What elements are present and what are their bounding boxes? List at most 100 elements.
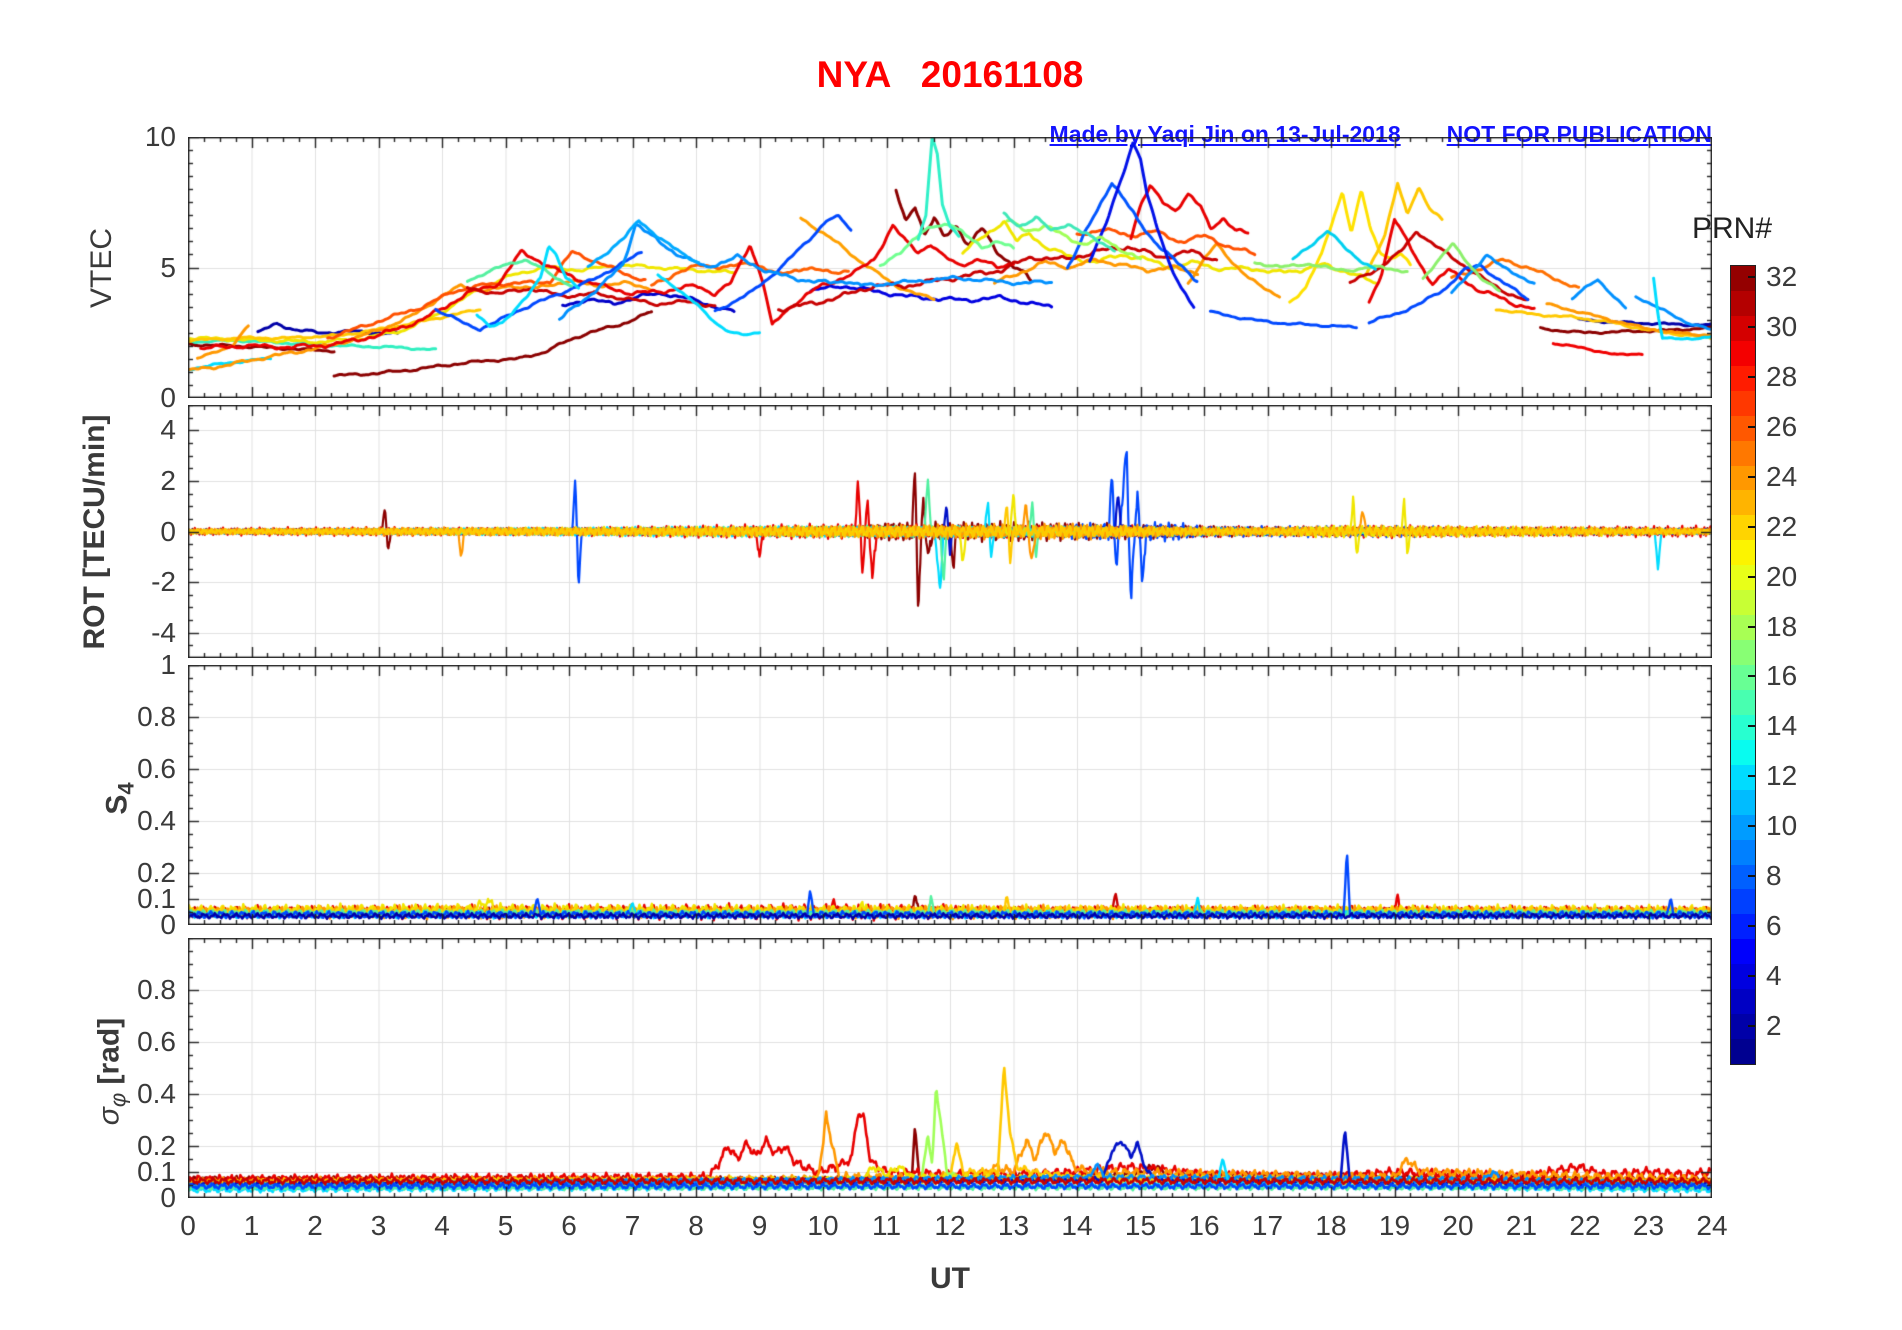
panel-rot — [188, 405, 1712, 658]
colorbar-block — [1731, 739, 1755, 765]
colorbar-tick-label: 30 — [1766, 311, 1798, 343]
y-tick-label: 2 — [160, 464, 176, 496]
colorbar-tick-label: 24 — [1766, 460, 1798, 492]
colorbar-tick-label: 12 — [1766, 760, 1798, 792]
x-tick-label: 20 — [1442, 1210, 1474, 1241]
colorbar-tick-label: 26 — [1766, 411, 1798, 443]
y-tick-label: 5 — [160, 251, 176, 283]
x-tick-label: 22 — [1569, 1210, 1601, 1241]
colorbar-tick — [1748, 525, 1755, 528]
x-tick-label: 10 — [807, 1210, 839, 1241]
s4-plot-canvas — [188, 665, 1712, 925]
colorbar — [1730, 265, 1756, 1065]
colorbar-tick-label: 10 — [1766, 810, 1798, 842]
x-tick-label: 19 — [1378, 1210, 1411, 1241]
y-tick-label: -4 — [151, 616, 176, 648]
y-tick-label: 0 — [160, 909, 176, 940]
x-axis-label: UT — [930, 1262, 970, 1295]
x-tick-label: 23 — [1632, 1210, 1665, 1241]
y-tick-label: 0 — [160, 382, 176, 413]
colorbar-tick — [1748, 775, 1755, 778]
colorbar-tick — [1748, 376, 1755, 379]
y-axis-label-rot: ROT [TECU/min] — [78, 414, 111, 650]
x-tick-label: 6 — [561, 1210, 577, 1241]
panel-sigma-phi — [188, 938, 1712, 1198]
colorbar-tick-label: 16 — [1766, 660, 1798, 692]
x-tick-label: 3 — [370, 1210, 387, 1241]
vtec-plot-canvas — [188, 137, 1712, 398]
colorbar-tick — [1748, 625, 1755, 628]
x-tick-label: 5 — [497, 1210, 514, 1241]
colorbar-block — [1731, 665, 1755, 690]
colorbar-tick — [1748, 326, 1755, 329]
y-tick-label: 0.8 — [137, 701, 176, 732]
colorbar-block — [1731, 565, 1755, 591]
y-tick-label: 0.1 — [137, 883, 176, 914]
colorbar-tick — [1748, 825, 1755, 828]
colorbar-block — [1731, 540, 1755, 566]
x-tick-label: 9 — [751, 1210, 768, 1241]
colorbar-tick-label: 4 — [1766, 959, 1782, 991]
colorbar-tick-label: 2 — [1766, 1009, 1782, 1041]
colorbar-block — [1731, 290, 1755, 316]
colorbar-tick-label: 8 — [1766, 859, 1782, 891]
colorbar-block — [1731, 914, 1755, 940]
panel-s4 — [188, 665, 1712, 925]
colorbar-tick — [1748, 1024, 1755, 1027]
x-tick-label: 8 — [688, 1210, 704, 1241]
sigma-phi-plot-canvas — [188, 938, 1712, 1198]
colorbar-block — [1731, 415, 1755, 441]
colorbar-block — [1731, 465, 1755, 491]
x-tick-label: 15 — [1124, 1210, 1157, 1241]
colorbar-tick — [1748, 475, 1755, 478]
colorbar-block — [1731, 266, 1755, 291]
y-tick-label: 1 — [160, 649, 176, 680]
x-tick-label: 4 — [434, 1210, 450, 1241]
colorbar-block — [1731, 889, 1755, 915]
colorbar-tick — [1748, 874, 1755, 877]
colorbar-tick-label: 28 — [1766, 361, 1798, 393]
colorbar-block — [1731, 939, 1755, 965]
colorbar-block — [1731, 490, 1755, 516]
colorbar-tick — [1748, 924, 1755, 927]
y-tick-label: 0.4 — [137, 805, 176, 836]
colorbar-block — [1731, 515, 1755, 541]
colorbar-tick-label: 18 — [1766, 610, 1798, 642]
x-tick-label: 18 — [1315, 1210, 1347, 1241]
colorbar-tick — [1748, 974, 1755, 977]
x-tick-label: 24 — [1696, 1210, 1728, 1241]
colorbar-block — [1731, 989, 1755, 1015]
colorbar-block — [1731, 590, 1755, 616]
colorbar-block — [1731, 615, 1755, 641]
colorbar-title: PRN# — [1692, 212, 1773, 245]
y-tick-label: 0 — [160, 1182, 176, 1213]
x-tick-label: 17 — [1251, 1210, 1284, 1241]
y-tick-label: 0.2 — [137, 857, 176, 888]
colorbar-block — [1731, 764, 1755, 790]
colorbar-block — [1731, 1039, 1755, 1064]
panel-vtec — [188, 137, 1712, 398]
colorbar-block — [1731, 864, 1755, 890]
colorbar-block — [1731, 1014, 1755, 1040]
x-tick-label: 1 — [243, 1210, 260, 1241]
colorbar-tick — [1748, 575, 1755, 578]
colorbar-tick — [1748, 426, 1755, 429]
colorbar-block — [1731, 315, 1755, 341]
colorbar-tick — [1748, 675, 1755, 678]
colorbar-block — [1731, 814, 1755, 840]
colorbar-tick — [1748, 725, 1755, 728]
x-tick-label: 21 — [1505, 1210, 1538, 1241]
colorbar-block — [1731, 390, 1755, 416]
x-tick-label: 7 — [624, 1210, 641, 1241]
colorbar-block — [1731, 640, 1755, 665]
y-tick-label: 0.4 — [137, 1078, 176, 1109]
y-tick-label: 0.1 — [137, 1156, 176, 1187]
y-tick-label: -2 — [151, 566, 176, 598]
colorbar-tick-label: 32 — [1766, 261, 1798, 293]
colorbar-tick — [1748, 276, 1755, 279]
rot-plot-canvas — [188, 405, 1712, 658]
colorbar-block — [1731, 714, 1755, 740]
colorbar-tick-label: 14 — [1766, 710, 1798, 742]
x-tick-label: 0 — [180, 1210, 196, 1241]
